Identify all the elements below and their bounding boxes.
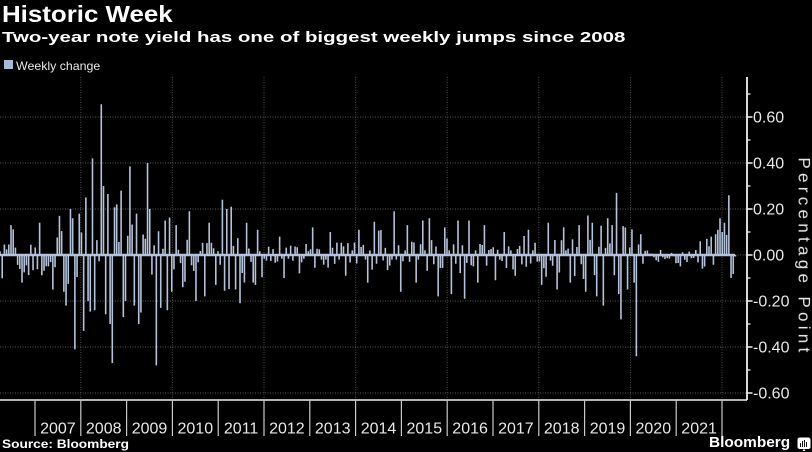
svg-text:2012: 2012 <box>269 421 305 438</box>
svg-text:0.40: 0.40 <box>753 156 784 173</box>
svg-text:-0.20: -0.20 <box>753 294 790 311</box>
svg-text:2021: 2021 <box>681 421 717 438</box>
svg-text:2008: 2008 <box>86 421 122 438</box>
svg-text:0.60: 0.60 <box>753 110 784 127</box>
svg-text:2007: 2007 <box>40 421 76 438</box>
svg-text:-0.60: -0.60 <box>753 386 790 403</box>
svg-text:0.00: 0.00 <box>753 248 784 265</box>
svg-text:2015: 2015 <box>407 421 443 438</box>
svg-text:2016: 2016 <box>452 421 488 438</box>
svg-text:2017: 2017 <box>498 421 534 438</box>
svg-text:-0.40: -0.40 <box>753 340 790 357</box>
svg-text:2013: 2013 <box>315 421 351 438</box>
svg-text:2014: 2014 <box>361 421 397 438</box>
svg-text:2020: 2020 <box>636 421 672 438</box>
svg-text:2010: 2010 <box>178 421 214 438</box>
svg-text:2018: 2018 <box>544 421 580 438</box>
svg-text:2019: 2019 <box>590 421 626 438</box>
svg-text:2011: 2011 <box>224 421 259 438</box>
svg-text:Percentage Point: Percentage Point <box>795 157 812 356</box>
svg-text:0.20: 0.20 <box>753 202 784 219</box>
svg-text:2009: 2009 <box>132 421 168 438</box>
